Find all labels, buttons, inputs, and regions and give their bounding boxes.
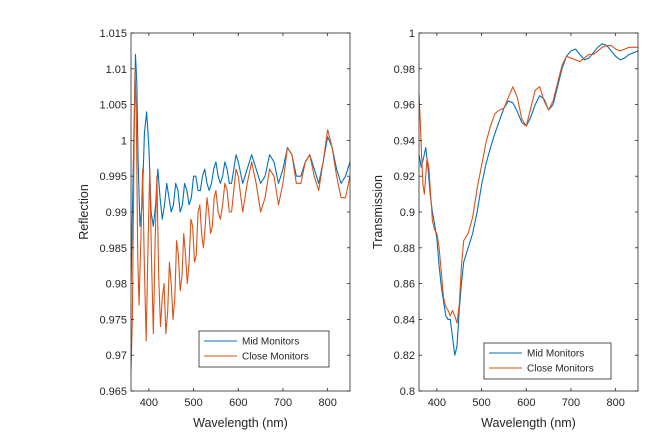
legend: Mid Monitors Close Monitors (198, 330, 330, 368)
x-axis-label: Wavelength (nm) (193, 416, 288, 430)
y-tick-label: 1.015 (99, 28, 127, 40)
y-tick-label: 0.99 (106, 207, 127, 219)
y-tick-label: 1.005 (99, 100, 127, 112)
x-tick-label: 800 (318, 397, 336, 409)
y-tick-label: 0.995 (99, 171, 127, 183)
y-tick-label: 0.94 (394, 135, 415, 147)
y-axis-label: Reflection (77, 184, 91, 240)
y-tick-label: 1.01 (106, 64, 127, 76)
legend-entry: Mid Monitors (527, 349, 584, 360)
series-line-close-monitors (419, 44, 638, 324)
y-tick-label: 0.96 (394, 100, 415, 112)
series-group (131, 53, 350, 370)
legend: Mid Monitors Close Monitors (483, 342, 612, 380)
y-tick-label: 0.88 (394, 243, 415, 255)
x-tick-label: 600 (517, 397, 535, 409)
y-tick-label: 1 (409, 28, 415, 40)
x-tick-label: 500 (472, 397, 490, 409)
x-tick-label: 500 (184, 397, 202, 409)
legend-entry: Mid Monitors (242, 337, 299, 348)
y-tick-label: 0.98 (106, 279, 127, 291)
y-tick-label: 0.8 (400, 386, 415, 398)
series-line-mid-monitors (419, 43, 638, 356)
y-tick-label: 0.965 (99, 386, 127, 398)
y-tick-label: 0.92 (394, 171, 415, 183)
series-line-close-monitors (131, 68, 350, 370)
legend-box (483, 342, 612, 380)
x-tick-label: 400 (140, 397, 158, 409)
y-tick-label: 0.97 (106, 350, 127, 362)
y-tick-label: 0.985 (99, 243, 127, 255)
y-tick-label: 0.86 (394, 279, 415, 291)
y-axis-label: Transmission (371, 175, 385, 249)
x-tick-label: 400 (428, 397, 446, 409)
y-tick-label: 0.82 (394, 350, 415, 362)
x-axis-label: Wavelength (nm) (481, 416, 576, 430)
y-tick-label: 0.98 (394, 64, 415, 76)
series-group (419, 43, 638, 356)
x-tick-label: 700 (562, 397, 580, 409)
y-tick-label: 0.84 (394, 314, 415, 326)
x-tick-label: 600 (229, 397, 247, 409)
legend-entry: Close Monitors (242, 352, 309, 363)
y-tick-label: 0.9 (400, 207, 415, 219)
legend-box (198, 330, 330, 368)
x-tick-label: 800 (606, 397, 624, 409)
legend-entry: Close Monitors (527, 364, 594, 375)
y-tick-label: 0.975 (99, 314, 127, 326)
transmission-axes: 400 500 600 700 800 0.8 0.82 0.84 0.86 0.88 0.9 0.9… (371, 28, 639, 430)
reflection-axes: 400 500 600 700 800 0.965 0.97 0.975 0.98 0.985 0.… (77, 28, 351, 430)
x-tick-label: 700 (274, 397, 292, 409)
y-tick-label: 1 (121, 135, 127, 147)
